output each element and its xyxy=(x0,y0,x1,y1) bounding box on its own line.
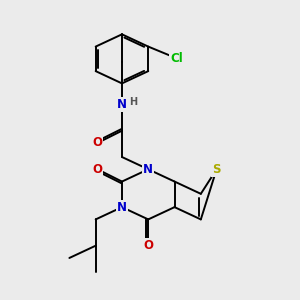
Text: O: O xyxy=(92,163,102,176)
Text: Cl: Cl xyxy=(170,52,183,65)
Text: O: O xyxy=(143,239,153,252)
Text: H: H xyxy=(129,97,137,106)
Text: N: N xyxy=(143,163,153,176)
Text: S: S xyxy=(212,163,221,176)
Text: O: O xyxy=(92,136,102,149)
Text: N: N xyxy=(117,201,127,214)
Text: N: N xyxy=(117,98,127,111)
